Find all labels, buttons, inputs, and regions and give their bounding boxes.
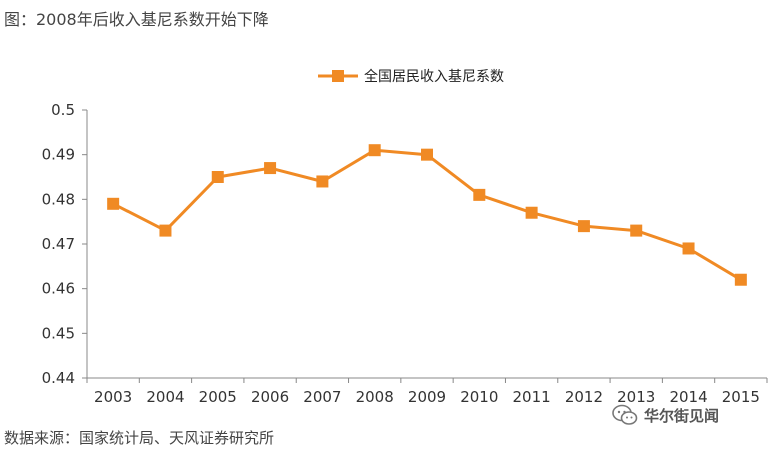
series-line: [112, 148, 742, 281]
y-tick-label: 0.45: [42, 324, 75, 342]
x-tick-label: 2008: [356, 388, 394, 406]
data-point: [264, 162, 277, 175]
y-axis-ticks: 0.44 0.45 0.46 0.47 0.48 0.49 0.5: [42, 101, 87, 387]
y-tick-label: 0.44: [42, 369, 75, 387]
legend-marker: [332, 70, 344, 82]
data-point: [107, 197, 120, 210]
watermark-text: 华尔街见闻: [644, 406, 720, 425]
data-point: [211, 171, 224, 183]
data-point: [734, 273, 747, 286]
data-point: [577, 220, 590, 233]
y-tick-label: 0.47: [42, 235, 75, 253]
x-tick-label: 2014: [669, 388, 707, 406]
legend-label: 全国居民收入基尼系数: [364, 68, 504, 85]
figure-source: 数据来源：国家统计局、天风证券研究所: [4, 429, 275, 447]
data-point: [159, 224, 172, 237]
x-tick-label: 2011: [513, 388, 551, 406]
data-point: [525, 206, 538, 219]
data-point: [630, 224, 643, 237]
x-tick-label: 2009: [408, 388, 446, 406]
x-tick-label: 2013: [617, 388, 655, 406]
x-tick-label: 2012: [565, 388, 603, 406]
y-tick-label: 0.48: [42, 190, 75, 208]
legend: 全国居民收入基尼系数: [318, 68, 504, 85]
data-point: [682, 242, 695, 255]
watermark: 华尔街见闻: [612, 404, 719, 426]
x-tick-label: 2004: [146, 388, 184, 406]
data-point: [368, 144, 381, 157]
y-tick-label: 0.5: [51, 101, 75, 119]
data-point: [473, 188, 486, 201]
y-tick-label: 0.46: [42, 280, 75, 298]
x-tick-label: 2003: [94, 388, 132, 406]
figure-title: 图：2008年后收入基尼系数开始下降: [4, 10, 269, 29]
x-tick-label: 2007: [303, 388, 341, 406]
x-tick-label: 2010: [460, 388, 498, 406]
wechat-icon: [612, 404, 638, 425]
data-point: [316, 175, 329, 188]
x-tick-label: 2005: [199, 388, 237, 406]
x-tick-label: 2006: [251, 388, 289, 406]
x-axis-ticks: 2003 2004 2005 2006 2007 2008 2009 2010 2011 2012…: [86, 378, 768, 406]
data-point: [421, 148, 433, 161]
x-tick-label: 2015: [722, 388, 760, 406]
series-layer: [107, 144, 747, 286]
y-tick-label: 0.49: [42, 146, 75, 164]
